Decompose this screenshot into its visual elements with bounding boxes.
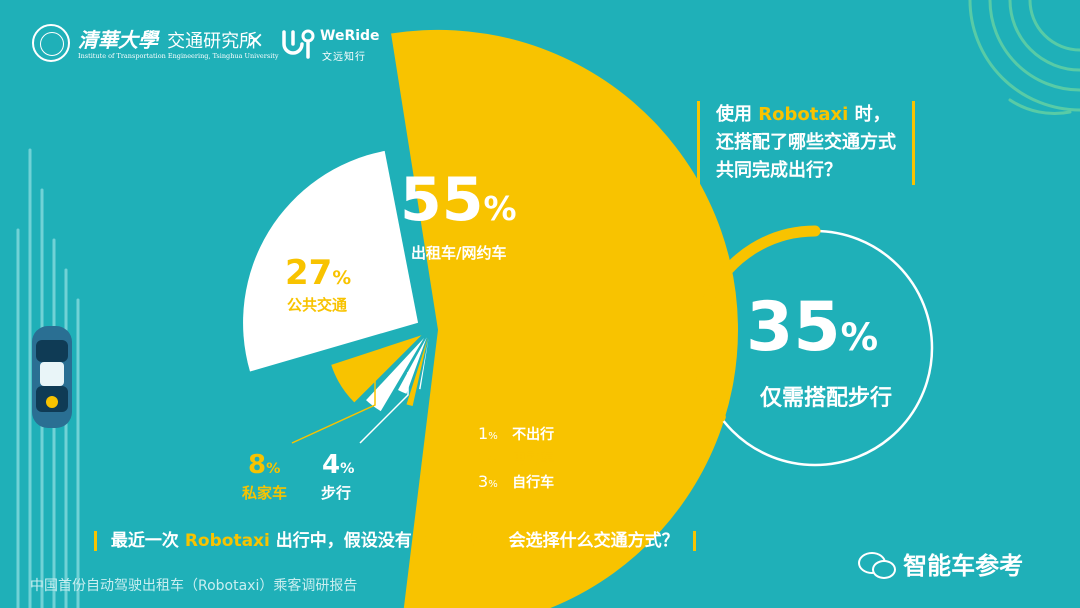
ring-percent: 35% xyxy=(746,294,878,362)
side-question-line2: 还搭配了哪些交通方式 xyxy=(716,132,896,153)
bottom-question-part2: 出行中，假设没有 xyxy=(269,531,418,551)
robotaxi-car-illustration xyxy=(28,322,76,432)
pie-slice-2 xyxy=(331,335,422,403)
weride-name: WeRide xyxy=(320,28,380,44)
private-percent-number: 8 xyxy=(248,450,267,480)
bike-percent-number: 3 xyxy=(478,472,489,491)
walk-percent-symbol: % xyxy=(340,461,355,477)
side-question: 使用 Robotaxi 时， 还搭配了哪些交通方式 共同完成出行？ xyxy=(697,101,915,185)
pie-slice-1 xyxy=(243,150,419,372)
side-question-line1-post: 时， xyxy=(848,104,891,125)
bottom-question-part3: 会选择什么交通方式？ xyxy=(502,531,679,551)
car-icon xyxy=(32,326,72,428)
taxi-label: 出租车/网约车 xyxy=(411,244,507,262)
pie-slice-3 xyxy=(366,338,425,412)
wechat-icon xyxy=(858,550,898,579)
private-percent-symbol: % xyxy=(266,461,281,477)
bottom-question-robotaxi-2: Robotaxi xyxy=(417,531,503,551)
ring-caption: 仅需搭配步行 xyxy=(760,386,893,411)
side-question-line3: 共同完成出行？ xyxy=(716,160,842,181)
institute-cn: 交通研究所 xyxy=(167,31,258,52)
bike-percent-symbol: % xyxy=(488,479,498,490)
public-percent: 27% xyxy=(285,256,351,290)
bike-label: 自行车 xyxy=(512,475,555,491)
taxi-percent: 55% xyxy=(400,170,517,230)
watermark-text: 智能车参考 xyxy=(903,552,1024,580)
side-question-robotaxi: Robotaxi xyxy=(758,104,849,125)
bottom-question-robotaxi-1: Robotaxi xyxy=(184,531,270,551)
bike-entry: 3% 自行车 xyxy=(478,472,554,492)
ring-progress-arc xyxy=(692,225,821,423)
bottom-question: 最近一次 Robotaxi 出行中，假设没有 Robotaxi 会选择什么交通方… xyxy=(94,526,696,551)
pie-slice-6 xyxy=(419,337,429,390)
institute-name: 清華大學 交通研究所 xyxy=(78,24,257,53)
none-percent-symbol: % xyxy=(488,431,498,442)
none-label: 不出行 xyxy=(512,427,555,443)
pie-slice-0 xyxy=(391,29,738,608)
source-note: 中国首份自动驾驶出租车（Robotaxi）乘客调研报告 xyxy=(30,578,358,594)
none-percent-number: 1 xyxy=(478,424,489,443)
private-label: 私家车 xyxy=(242,484,288,502)
ebike-percent-number: 2 xyxy=(478,448,489,467)
ring-percent-symbol: % xyxy=(840,315,879,359)
side-question-line1: 使用 Robotaxi 时， xyxy=(716,101,896,129)
ring-percent-number: 35 xyxy=(746,288,841,367)
bottom-question-left-bar xyxy=(94,531,97,551)
taxi-percent-symbol: % xyxy=(483,189,517,228)
weride-logo-icon xyxy=(280,26,316,62)
public-percent-number: 27 xyxy=(285,253,333,293)
bottom-question-part1: 最近一次 xyxy=(110,531,185,551)
public-percent-symbol: % xyxy=(332,268,352,289)
side-question-line1-pre: 使用 xyxy=(716,104,759,125)
ebike-entry: 2% 电动车 xyxy=(478,448,554,468)
institute-en: Institute of Transportation Engineering,… xyxy=(78,52,279,60)
pie-slice-4 xyxy=(406,337,428,407)
taxi-percent-number: 55 xyxy=(400,165,484,235)
header: 清華大學 交通研究所 Institute of Transportation E… xyxy=(32,24,392,68)
walk-percent: 4% xyxy=(322,452,354,478)
walk-label: 步行 xyxy=(321,484,352,502)
pie-slice-5 xyxy=(397,337,427,394)
private-percent: 8% xyxy=(248,452,280,478)
none-entry: 1% 不出行 xyxy=(478,424,554,444)
cross-symbol: × xyxy=(246,28,265,53)
public-label: 公共交通 xyxy=(287,296,348,314)
bottom-question-right-bar xyxy=(692,531,696,551)
ebike-percent-symbol: % xyxy=(488,455,498,466)
ebike-label: 电动车 xyxy=(512,451,555,467)
watermark: 智能车参考 xyxy=(858,546,1023,581)
walk-percent-number: 4 xyxy=(322,450,341,480)
weride-cn: 文远知行 xyxy=(322,52,366,63)
tsinghua-logo-text: 清華大學 xyxy=(78,28,158,52)
tsinghua-seal-icon xyxy=(32,24,70,62)
